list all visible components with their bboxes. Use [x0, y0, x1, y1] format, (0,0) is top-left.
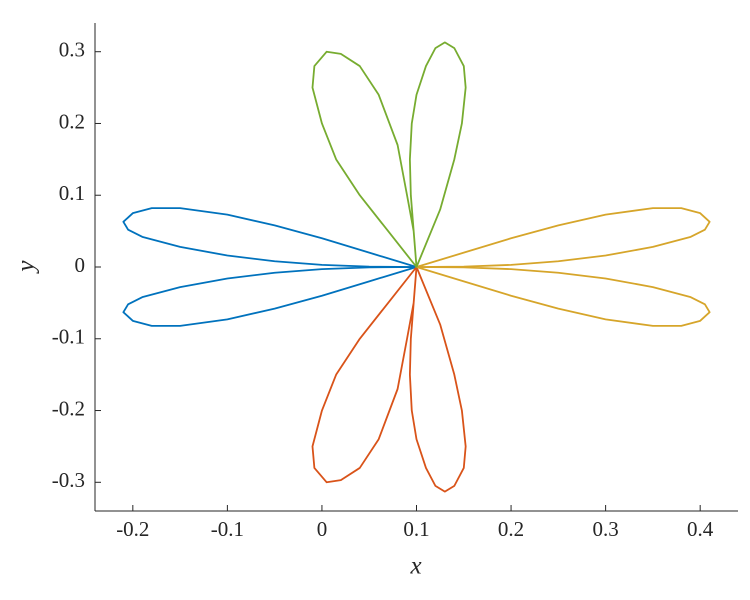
- x-tick-label: 0.1: [403, 517, 429, 541]
- x-tick-label: -0.1: [211, 517, 244, 541]
- y-tick-label: 0.3: [59, 38, 85, 62]
- x-tick-label: -0.2: [116, 517, 149, 541]
- x-tick-label: 0.2: [498, 517, 524, 541]
- x-axis-label: x: [409, 553, 421, 580]
- y-tick-label: -0.3: [52, 468, 85, 492]
- y-tick-label: 0.2: [59, 109, 85, 133]
- y-tick-label: -0.1: [52, 325, 85, 349]
- x-tick-label: 0.3: [592, 517, 618, 541]
- curve: [415, 207, 711, 327]
- curve: [311, 41, 467, 268]
- x-tick-label: 0: [317, 517, 328, 541]
- curve: [311, 266, 467, 493]
- curve: [122, 207, 418, 327]
- y-tick-label: -0.2: [52, 396, 85, 420]
- x-tick-label: 0.4: [687, 517, 714, 541]
- y-tick-label: 0: [75, 253, 86, 277]
- y-axis-label: y: [13, 260, 40, 275]
- y-tick-label: 0.1: [59, 181, 85, 205]
